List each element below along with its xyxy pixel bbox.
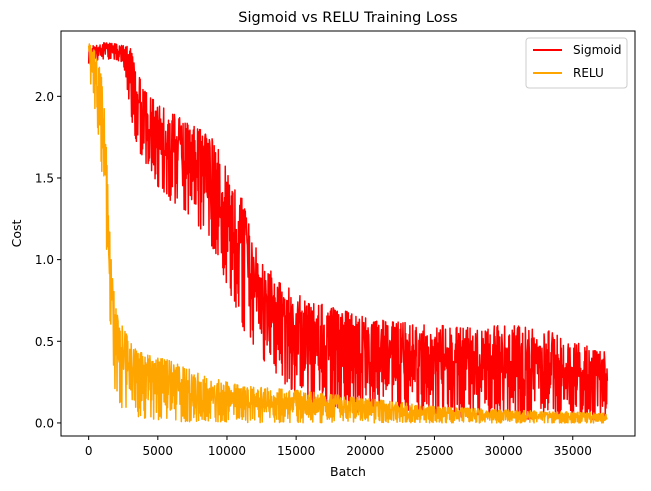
x-tick-label-1: 5000	[143, 444, 174, 458]
legend-label-relu: RELU	[573, 66, 604, 80]
x-tick-label-5: 25000	[415, 444, 453, 458]
plot-area	[60, 30, 636, 437]
x-tick-label-7: 35000	[554, 444, 592, 458]
x-tick-label-0: 0	[85, 444, 93, 458]
chart-title: Sigmoid vs RELU Training Loss	[238, 10, 457, 26]
x-axis-label: Batch	[330, 464, 366, 479]
legend-label-sigmoid: Sigmoid	[573, 43, 622, 57]
y-tick-label-4: 2.0	[35, 90, 54, 104]
x-axis: 0 5000 10000 15000 20000 25000 30000 35000	[85, 436, 592, 458]
x-tick-label-2: 10000	[208, 444, 246, 458]
y-tick-label-3: 1.5	[35, 171, 54, 185]
series-relu	[87, 43, 608, 424]
y-tick-label-2: 1.0	[35, 253, 54, 267]
legend: Sigmoid RELU	[525, 37, 628, 89]
series-line-relu	[87, 43, 608, 424]
series-layer	[87, 41, 609, 424]
plot-frame	[60, 30, 636, 437]
x-tick-label-3: 15000	[277, 444, 315, 458]
y-axis: 0.0 0.5 1.0 1.5 2.0	[35, 90, 61, 430]
y-tick-label-0: 0.0	[35, 416, 54, 430]
x-tick-label-6: 30000	[485, 444, 523, 458]
y-tick-label-1: 0.5	[35, 335, 54, 349]
x-tick-label-4: 20000	[346, 444, 384, 458]
y-axis-label: Cost	[9, 220, 24, 248]
